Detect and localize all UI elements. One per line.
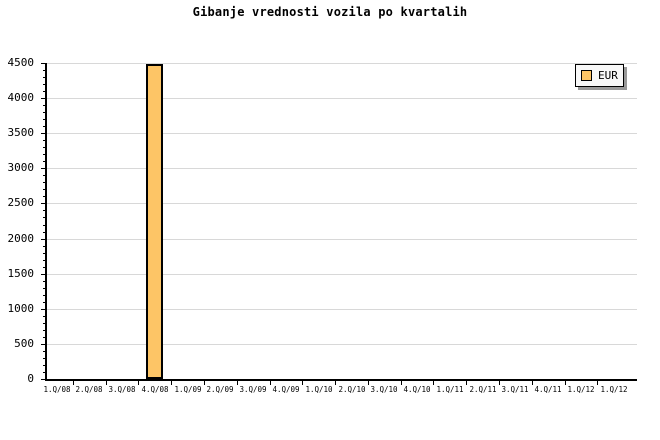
x-axis-tick — [73, 381, 74, 385]
x-axis-tick — [433, 381, 434, 385]
x-axis-tick — [368, 381, 369, 385]
x-axis-tick-label: 2.Q/11 — [469, 385, 497, 394]
x-axis-tick — [270, 381, 271, 385]
y-axis-tick-label: 4500 — [7, 56, 35, 69]
x-axis-tick — [401, 381, 402, 385]
x-axis-tick-label: 2.Q/10 — [338, 385, 366, 394]
x-axis-tick-label: 4.Q/10 — [403, 385, 431, 394]
gridline-3500 — [47, 133, 637, 134]
y-axis-tick-label: 3500 — [7, 126, 35, 139]
gridline-2000 — [47, 239, 637, 240]
x-axis-tick-label: 1.Q/10 — [305, 385, 333, 394]
y-axis-tick-label: 2500 — [7, 196, 35, 209]
x-axis-tick — [499, 381, 500, 385]
y-axis-major-tick — [41, 203, 47, 204]
y-axis-tick-label: 1500 — [7, 267, 35, 280]
x-axis-tick — [532, 381, 533, 385]
legend-color-swatch — [581, 70, 592, 81]
x-axis-tick-label: 2.Q/09 — [206, 385, 234, 394]
y-axis-major-tick — [41, 133, 47, 134]
x-axis-tick — [237, 381, 238, 385]
x-axis-tick-label: 3.Q/10 — [370, 385, 398, 394]
y-axis-major-tick — [41, 309, 47, 310]
x-axis-tick-label: 3.Q/08 — [108, 385, 136, 394]
x-axis-tick-label: 1.Q/11 — [436, 385, 464, 394]
x-axis-tick-label: 1.Q/12 — [567, 385, 595, 394]
y-axis-major-tick — [41, 63, 47, 64]
y-axis-tick-label: 3000 — [7, 161, 35, 174]
x-axis-tick — [138, 381, 139, 385]
y-axis-major-tick — [41, 344, 47, 345]
gridline-4000 — [47, 98, 637, 99]
x-axis-tick-label: 1.Q/08 — [43, 385, 71, 394]
x-axis-tick — [565, 381, 566, 385]
bar-4.Q/08 — [146, 64, 163, 379]
legend-label: EUR — [598, 69, 618, 82]
y-axis-major-tick — [41, 274, 47, 275]
y-axis-tick-label: 2000 — [7, 232, 35, 245]
y-axis-major-tick — [41, 98, 47, 99]
y-axis-tick-label: 4000 — [7, 91, 35, 104]
x-axis-tick-label: 1.Q/12 — [600, 385, 628, 394]
gridline-500 — [47, 344, 637, 345]
gridline-4500 — [47, 63, 637, 64]
x-axis-tick-label: 3.Q/11 — [501, 385, 529, 394]
chart-title: Gibanje vrednosti vozila po kvartalih — [192, 5, 468, 19]
x-axis-line — [45, 379, 637, 381]
gridline-2500 — [47, 203, 637, 204]
gridline-3000 — [47, 168, 637, 169]
x-axis-tick — [335, 381, 336, 385]
legend: EUR — [575, 64, 624, 87]
y-axis-tick-label: 1000 — [7, 302, 35, 315]
x-axis-tick — [204, 381, 205, 385]
y-axis-line — [45, 63, 47, 381]
y-axis-tick-label: 500 — [14, 337, 34, 350]
gridline-1500 — [47, 274, 637, 275]
gridline-1000 — [47, 309, 637, 310]
x-axis-tick-label: 4.Q/09 — [272, 385, 300, 394]
y-axis-major-tick — [41, 168, 47, 169]
x-axis-tick — [597, 381, 598, 385]
x-axis-tick — [106, 381, 107, 385]
y-axis-tick-label: 0 — [27, 372, 34, 385]
x-axis-tick-label: 4.Q/11 — [534, 385, 562, 394]
y-axis-major-tick — [41, 379, 47, 380]
x-axis-tick — [302, 381, 303, 385]
x-axis-tick-label: 2.Q/08 — [75, 385, 103, 394]
x-axis-tick-label: 1.Q/09 — [174, 385, 202, 394]
y-axis-major-tick — [41, 239, 47, 240]
x-axis-tick-label: 3.Q/09 — [239, 385, 267, 394]
x-axis-tick — [466, 381, 467, 385]
x-axis-tick-label: 4.Q/08 — [141, 385, 169, 394]
x-axis-tick — [171, 381, 172, 385]
